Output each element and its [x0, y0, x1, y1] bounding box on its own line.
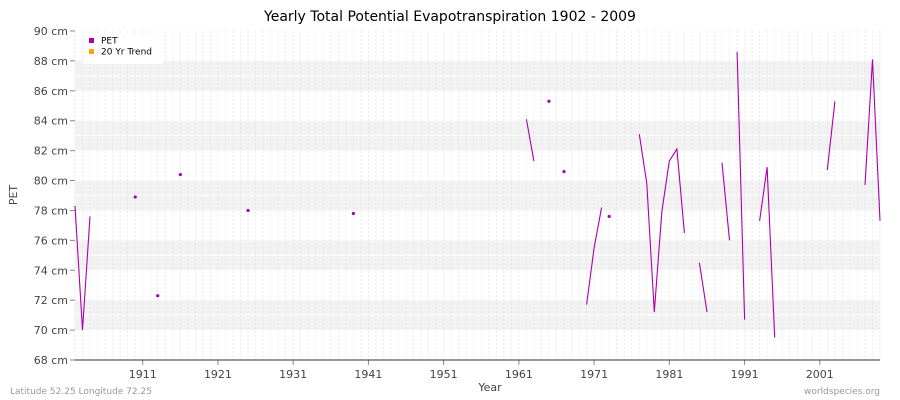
series-line-segment	[864, 59, 881, 221]
x-tick-label: 1981	[655, 368, 683, 381]
series-point	[351, 211, 355, 216]
footer-source: worldspecies.org	[804, 387, 880, 397]
y-tick-label: 80 cm	[34, 175, 68, 188]
series-line-segment	[698, 262, 708, 313]
series-layer	[74, 51, 881, 338]
legend-label: PET	[101, 37, 118, 47]
series-line-segment	[826, 101, 836, 171]
y-tick-label: 70 cm	[34, 324, 68, 337]
x-tick-label: 1931	[279, 368, 307, 381]
y-tick-label: 74 cm	[34, 264, 68, 277]
y-axis-label: PET	[7, 185, 20, 206]
x-tick-label: 2001	[806, 368, 834, 381]
y-tick-label: 88 cm	[34, 55, 68, 68]
x-tick-label: 1991	[731, 368, 759, 381]
y-axis-ticks: 68 cm 70 cm 72 cm 74 cm 76 cm 78 cm 80 cm 82 cm…	[34, 25, 75, 367]
series-line-segment	[721, 162, 731, 241]
x-axis-ticks: 1911 1921 1931 1941 1951 1961 1971 1981 1991 2001	[129, 360, 834, 381]
y-tick-label: 82 cm	[34, 145, 68, 158]
x-tick-label: 1951	[430, 368, 458, 381]
series-line-segment	[586, 207, 603, 305]
y-tick-label: 84 cm	[34, 115, 68, 128]
y-tick-label: 68 cm	[34, 354, 68, 367]
series-point	[562, 169, 566, 174]
legend-swatch	[89, 49, 94, 54]
series-point	[178, 172, 182, 177]
series-point	[156, 294, 160, 298]
series-line-segment	[638, 134, 685, 313]
x-tick-label: 1911	[129, 368, 157, 381]
chart-title: Yearly Total Potential Evapotranspiratio…	[263, 9, 636, 25]
legend-label: 20 Yr Trend	[101, 48, 152, 58]
legend-swatch	[89, 38, 94, 43]
series-line-segment	[74, 205, 91, 331]
series-point	[133, 195, 137, 199]
legend-box	[83, 34, 163, 64]
x-tick-label: 1971	[580, 368, 608, 381]
x-tick-label: 1941	[354, 368, 382, 381]
y-tick-label: 72 cm	[34, 294, 68, 307]
series-point	[607, 214, 611, 219]
footer-coordinates: Latitude 52.25 Longitude 72.25	[10, 387, 152, 397]
series-line-segment	[759, 167, 776, 338]
x-tick-label: 1961	[505, 368, 533, 381]
series-point	[547, 99, 551, 103]
series-point	[246, 208, 250, 213]
series-line-segment	[525, 119, 535, 162]
x-tick-label: 1921	[204, 368, 232, 381]
series-line-segment	[736, 51, 746, 320]
y-tick-label: 86 cm	[34, 85, 68, 98]
y-tick-label: 76 cm	[34, 234, 68, 247]
y-tick-label: 90 cm	[34, 25, 68, 38]
x-axis-label: Year	[477, 381, 502, 394]
y-tick-label: 78 cm	[34, 204, 68, 217]
